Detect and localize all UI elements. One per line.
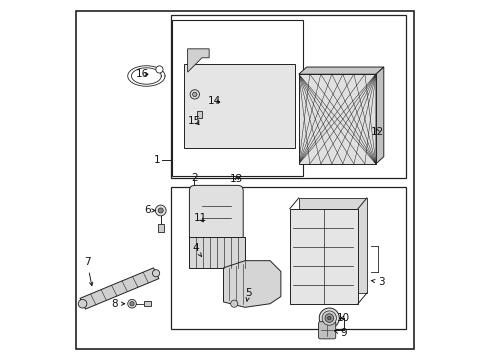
Text: 7: 7 <box>84 257 93 286</box>
Polygon shape <box>223 261 281 307</box>
Circle shape <box>78 300 87 308</box>
Bar <box>172 21 303 176</box>
Text: 1: 1 <box>154 155 160 165</box>
Circle shape <box>128 300 136 308</box>
Text: 8: 8 <box>111 299 124 309</box>
Text: 14: 14 <box>208 96 221 106</box>
Bar <box>184 64 295 148</box>
Text: 10: 10 <box>337 313 350 323</box>
Text: 4: 4 <box>192 243 201 256</box>
Bar <box>299 198 367 293</box>
Bar <box>196 111 202 118</box>
Polygon shape <box>376 67 384 164</box>
Text: 6: 6 <box>144 206 155 216</box>
Text: 11: 11 <box>194 213 207 222</box>
Text: 13: 13 <box>230 174 244 184</box>
Bar <box>290 209 358 304</box>
Circle shape <box>130 302 134 306</box>
Circle shape <box>190 90 199 99</box>
Circle shape <box>193 92 197 96</box>
Bar <box>144 301 151 306</box>
FancyBboxPatch shape <box>190 185 243 241</box>
Bar <box>172 187 406 329</box>
Polygon shape <box>188 49 209 72</box>
Circle shape <box>322 311 337 325</box>
Polygon shape <box>80 268 159 309</box>
Bar <box>299 74 376 164</box>
Bar <box>158 224 164 232</box>
Text: 5: 5 <box>245 288 252 301</box>
Bar <box>190 237 245 268</box>
Circle shape <box>152 270 160 277</box>
Circle shape <box>155 205 166 216</box>
Text: 9: 9 <box>335 328 347 338</box>
FancyBboxPatch shape <box>318 321 336 339</box>
Circle shape <box>156 66 163 73</box>
Circle shape <box>325 314 334 322</box>
Text: 3: 3 <box>371 277 385 287</box>
Polygon shape <box>299 67 384 74</box>
Bar <box>172 15 406 178</box>
Circle shape <box>327 316 331 320</box>
Text: 16: 16 <box>136 69 149 79</box>
Text: 12: 12 <box>371 127 384 136</box>
Circle shape <box>231 300 238 307</box>
Text: 2: 2 <box>191 173 197 183</box>
Circle shape <box>158 208 163 213</box>
Text: 15: 15 <box>188 116 201 126</box>
Circle shape <box>319 308 339 328</box>
